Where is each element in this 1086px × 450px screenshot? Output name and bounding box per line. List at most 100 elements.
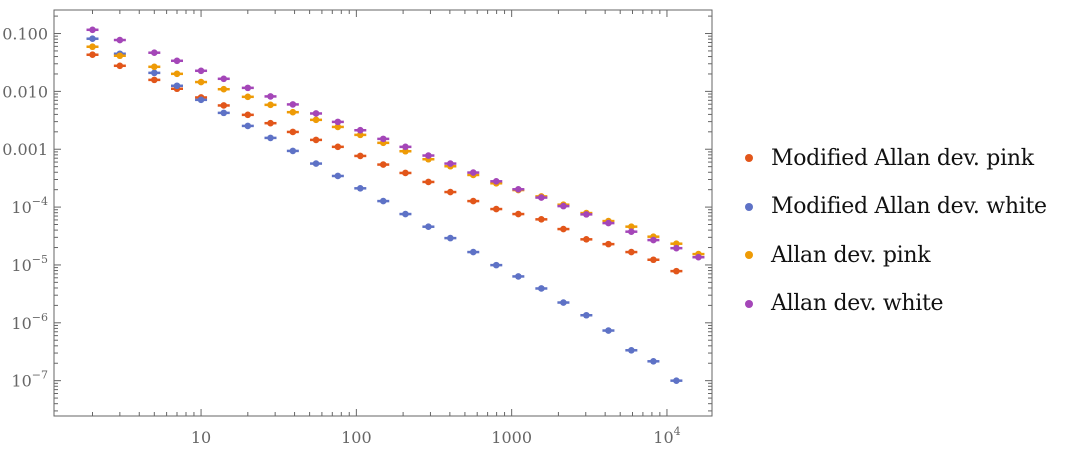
data-point [244, 93, 252, 101]
data-point [312, 136, 320, 144]
data-point [312, 110, 320, 117]
data-point [312, 160, 320, 167]
data-point [220, 75, 228, 83]
data-point [583, 236, 590, 243]
legend-dot-icon [745, 299, 753, 308]
data-point [650, 236, 657, 244]
data-point [151, 69, 158, 77]
data-point [116, 62, 124, 70]
data-point [289, 108, 297, 116]
data-point [356, 131, 364, 139]
x-tick-label: 104 [653, 425, 680, 447]
data-point [402, 169, 409, 177]
data-point [173, 70, 181, 78]
data-point [334, 118, 342, 126]
legend-dot-icon [745, 251, 753, 260]
legend-item-allan-pink: Allan dev. pink [740, 231, 1047, 280]
data-point [515, 185, 522, 193]
data-point [151, 76, 158, 84]
data-point [673, 377, 680, 384]
data-point [356, 126, 364, 134]
legend-label: Allan dev. white [771, 291, 944, 317]
data-point [116, 36, 124, 44]
data-point [605, 240, 612, 248]
data-point [447, 160, 454, 167]
legend-dot-icon [745, 154, 753, 163]
data-point [334, 123, 342, 131]
data-point [220, 85, 228, 93]
data-point [538, 216, 545, 223]
data-point [560, 225, 567, 233]
data-point [492, 205, 500, 213]
data-point [628, 223, 635, 230]
data-point [289, 128, 297, 136]
data-point [151, 49, 158, 57]
data-point [379, 135, 387, 143]
data-point [197, 96, 205, 104]
data-points [86, 26, 705, 384]
tick-labels: 10 100 1000 104 0.100 0.010 0.001 10−4 10−5 10−6 1… [2, 25, 680, 447]
legend-dot-icon [745, 202, 753, 211]
data-point [605, 327, 612, 334]
data-point [89, 35, 96, 43]
data-point [289, 101, 297, 108]
y-tick-label: 10−6 [11, 311, 48, 333]
data-point [267, 101, 274, 109]
series-allan-dev-pink [86, 43, 705, 258]
data-point [312, 116, 320, 124]
data-point [116, 52, 124, 60]
data-point [538, 285, 545, 292]
series-modified-allan-dev-white [86, 35, 683, 384]
data-point [267, 134, 274, 142]
data-point [583, 311, 590, 319]
legend: Modified Allan dev. pink Modified Allan … [740, 134, 1047, 328]
data-point [492, 178, 500, 185]
data-point [425, 223, 432, 231]
data-point [469, 248, 477, 256]
data-point [197, 78, 205, 86]
x-tick-label: 1000 [491, 428, 532, 447]
axis-ticks [54, 10, 712, 416]
data-point [447, 234, 454, 242]
series-modified-allan-dev-pink [86, 51, 683, 275]
data-point [356, 152, 364, 160]
data-point [173, 57, 181, 65]
legend-item-modified-allan-pink: Modified Allan dev. pink [740, 134, 1047, 183]
y-tick-label: 10−5 [11, 253, 48, 275]
data-point [220, 102, 228, 109]
legend-label: Allan dev. pink [771, 242, 931, 268]
data-point [220, 109, 228, 117]
data-point [650, 358, 657, 365]
data-point [244, 122, 252, 130]
x-tick-label: 10 [191, 428, 211, 447]
y-tick-label: 0.001 [2, 140, 48, 159]
data-point [89, 51, 96, 59]
data-point [289, 147, 297, 155]
legend-item-allan-white: Allan dev. white [740, 280, 1047, 329]
data-point [538, 194, 545, 201]
data-point [628, 346, 635, 354]
y-tick-label: 10−7 [11, 369, 48, 391]
data-point [515, 273, 522, 280]
data-point [425, 178, 432, 186]
data-point [695, 253, 702, 261]
data-point [560, 202, 567, 210]
data-point [469, 197, 477, 205]
data-point [197, 67, 205, 75]
data-point [673, 244, 680, 252]
data-point [492, 261, 500, 269]
legend-label: Modified Allan dev. pink [771, 145, 1034, 171]
data-point [402, 143, 409, 151]
y-tick-label: 0.010 [2, 82, 48, 101]
data-point [447, 188, 454, 196]
data-point [334, 143, 342, 151]
data-point [605, 219, 612, 227]
data-point [583, 211, 590, 218]
data-point [244, 84, 252, 92]
y-tick-label: 10−4 [11, 195, 48, 217]
legend-label: Modified Allan dev. white [771, 194, 1047, 220]
series-allan-dev-white [86, 26, 705, 261]
x-tick-label: 100 [341, 428, 372, 447]
data-point [560, 299, 567, 306]
data-point [425, 152, 432, 159]
